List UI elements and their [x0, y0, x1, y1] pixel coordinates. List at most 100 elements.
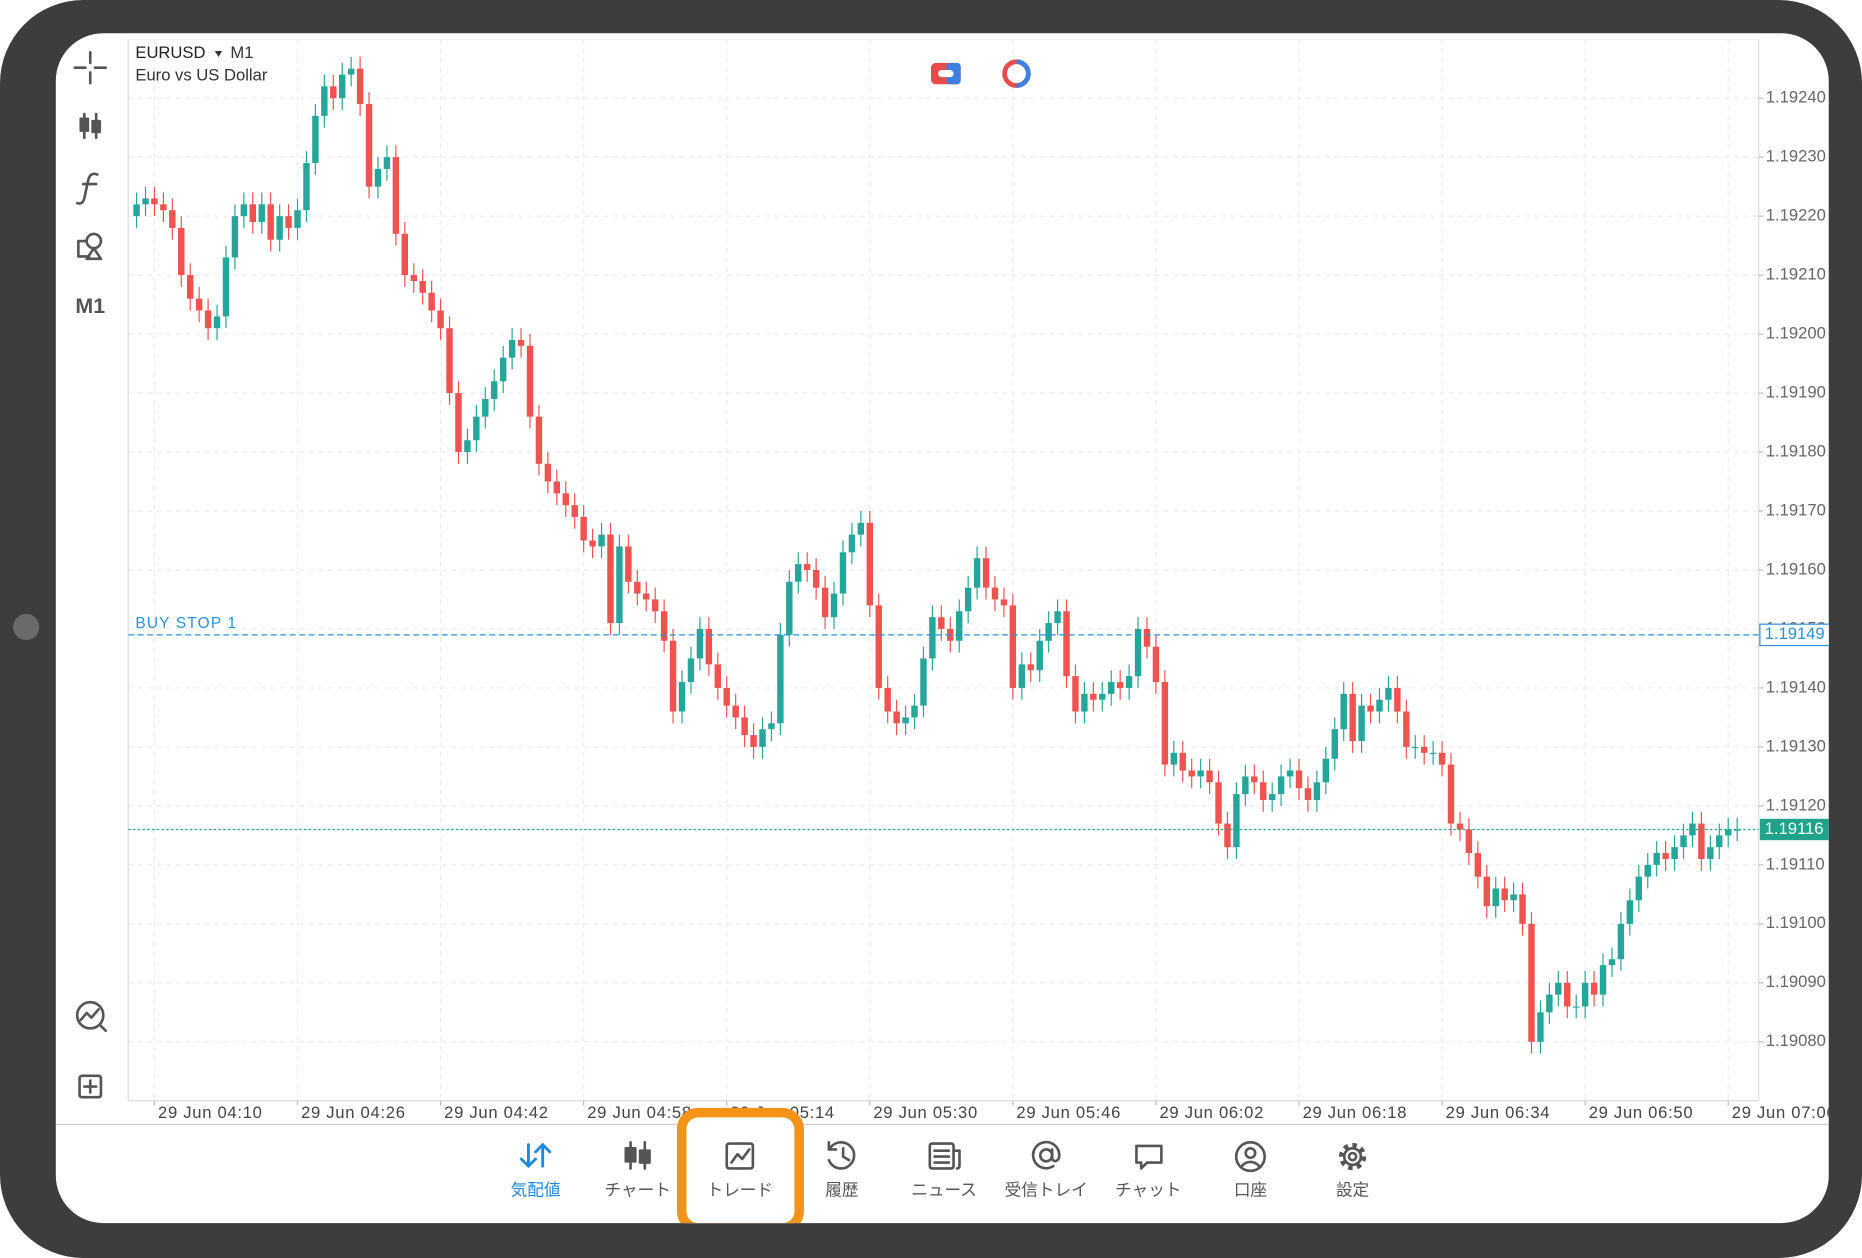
- candle-body: [1581, 982, 1589, 1007]
- candle-body: [169, 210, 176, 228]
- tab-label[interactable]: トレード: [707, 1180, 773, 1199]
- left-toolbar: M1: [73, 50, 107, 1099]
- tab-label[interactable]: 受信トレイ: [1005, 1180, 1088, 1199]
- candle-body: [1233, 794, 1240, 848]
- candle-body: [1725, 829, 1732, 836]
- candle-body: [1555, 982, 1562, 995]
- candle-body: [1456, 823, 1464, 830]
- candle-body: [1635, 876, 1643, 901]
- candle-body: [991, 587, 999, 600]
- objects-tool[interactable]: [77, 232, 103, 261]
- candle-body: [195, 298, 203, 311]
- candle-body: [553, 481, 561, 494]
- candle-body: [142, 198, 149, 205]
- candle-body: [419, 280, 426, 293]
- candle-body: [732, 705, 739, 718]
- candle-body: [1277, 776, 1285, 795]
- tab-icon-history: [827, 1141, 856, 1170]
- dropdown-arrow: [214, 51, 223, 57]
- candle-body: [535, 416, 543, 464]
- crosshair-tool[interactable]: [73, 50, 107, 85]
- candle-body: [204, 310, 212, 329]
- x-tick-label: 29 Jun 06:34: [1446, 1103, 1551, 1122]
- candle-body: [464, 440, 471, 453]
- tab-label[interactable]: 履歴: [825, 1180, 858, 1199]
- candle-body: [920, 658, 927, 706]
- candle-body: [786, 581, 793, 635]
- tab-icons: [519, 1140, 1367, 1173]
- chart-settings-tool[interactable]: [75, 1000, 107, 1033]
- y-tick-label: 1.19160: [1766, 559, 1826, 578]
- candle-body: [303, 163, 310, 211]
- candle-body: [803, 564, 811, 570]
- candle-body: [1197, 770, 1204, 777]
- candle-body: [151, 198, 158, 205]
- y-tick-label: 1.19230: [1766, 147, 1826, 166]
- candle-body: [1125, 676, 1133, 688]
- y-tick-label: 1.19080: [1766, 1031, 1826, 1050]
- candle-body: [598, 534, 605, 547]
- x-tick-label: 29 Jun 04:58: [587, 1103, 692, 1122]
- depth-of-market-icon[interactable]: [1002, 59, 1031, 88]
- candle-body: [777, 634, 784, 724]
- tab-label[interactable]: 口座: [1234, 1180, 1267, 1199]
- candle-body: [1572, 1006, 1580, 1008]
- new-order-tool[interactable]: [78, 1074, 103, 1099]
- x-tick-label: 29 Jun 05:30: [873, 1103, 978, 1122]
- y-tick-label: 1.19210: [1766, 264, 1826, 283]
- tab-label[interactable]: ニュース: [911, 1180, 977, 1199]
- candle-body: [902, 717, 909, 724]
- candle-body: [938, 617, 945, 629]
- candle-body: [213, 316, 221, 329]
- candle-body: [634, 581, 641, 594]
- function-tool[interactable]: [75, 172, 99, 205]
- candle-body: [1206, 770, 1213, 783]
- candle-body: [285, 216, 292, 228]
- candle-body: [687, 658, 695, 683]
- y-tick-label: 1.19240: [1766, 88, 1826, 107]
- candle-body: [1564, 982, 1571, 1007]
- y-tick-label: 1.19090: [1766, 972, 1826, 991]
- candle-body: [1671, 847, 1678, 859]
- candle-body: [1599, 965, 1607, 995]
- x-tick-label: 29 Jun 06:02: [1159, 1103, 1264, 1122]
- x-tick-label: 29 Jun 04:10: [158, 1103, 263, 1122]
- candle-body: [1617, 923, 1625, 960]
- candle-body: [884, 687, 891, 712]
- candle-body: [589, 540, 596, 547]
- tab-icon-news: [928, 1142, 961, 1170]
- candle-body: [517, 339, 525, 346]
- candle-body: [258, 204, 265, 223]
- symbol-description: Euro vs US Dollar: [135, 65, 267, 84]
- one-click-trading-icon[interactable]: [931, 62, 961, 85]
- candle-body: [508, 339, 516, 358]
- candle-body: [1492, 888, 1499, 907]
- candle-body: [1268, 794, 1276, 800]
- candle-body: [526, 345, 534, 417]
- candle-body: [187, 275, 194, 299]
- candle-body: [356, 68, 364, 105]
- tab-label[interactable]: 気配値: [511, 1180, 561, 1199]
- candle-body: [1528, 923, 1535, 1042]
- candle-body: [616, 546, 623, 624]
- timeframe-button[interactable]: M1: [75, 294, 105, 318]
- candle-body: [839, 552, 847, 594]
- indicator-tool[interactable]: [79, 112, 102, 140]
- candle-body: [696, 628, 704, 659]
- candle-body: [580, 516, 587, 541]
- tab-label[interactable]: 設定: [1336, 1180, 1369, 1199]
- candle-body: [562, 493, 569, 506]
- symbol[interactable]: EURUSD: [135, 43, 205, 62]
- candle-body: [643, 593, 650, 600]
- tab-highlight: [676, 1107, 804, 1224]
- x-tick-label: 29 Jun 07:06: [1732, 1103, 1837, 1122]
- tab-label[interactable]: チャット: [1115, 1180, 1181, 1199]
- candle-body: [1501, 888, 1508, 901]
- candle-body: [1251, 776, 1258, 783]
- candle-body: [1081, 693, 1088, 712]
- tab-label[interactable]: チャート: [605, 1180, 671, 1199]
- candle-body: [339, 74, 346, 99]
- candle-body: [1009, 605, 1017, 688]
- candle-body: [1716, 835, 1723, 848]
